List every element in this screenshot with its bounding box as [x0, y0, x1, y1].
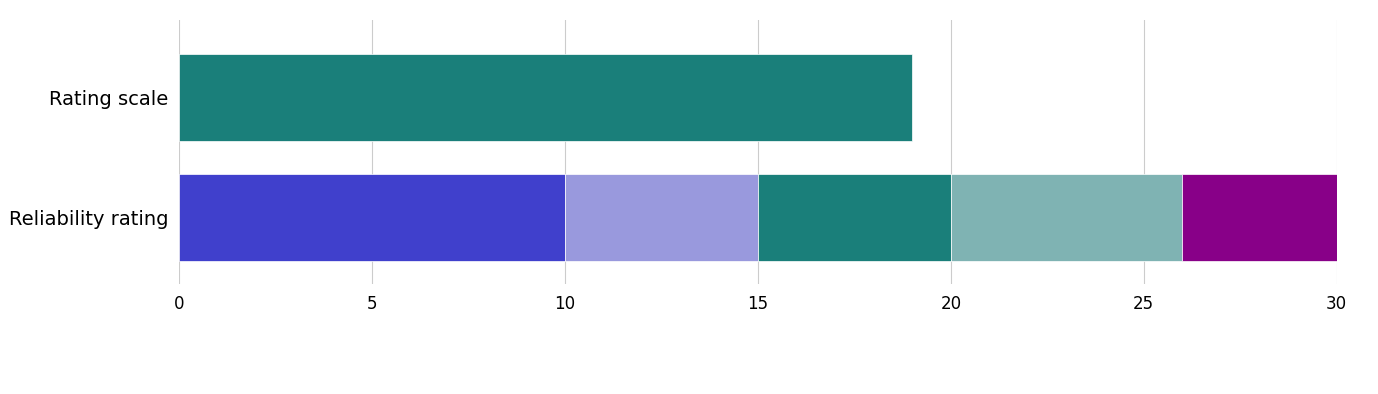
Bar: [951, 175, 1182, 261]
Bar: [179, 54, 912, 141]
Bar: [1182, 175, 1337, 261]
Bar: [565, 175, 758, 261]
Bar: [179, 175, 565, 261]
Bar: [758, 175, 951, 261]
